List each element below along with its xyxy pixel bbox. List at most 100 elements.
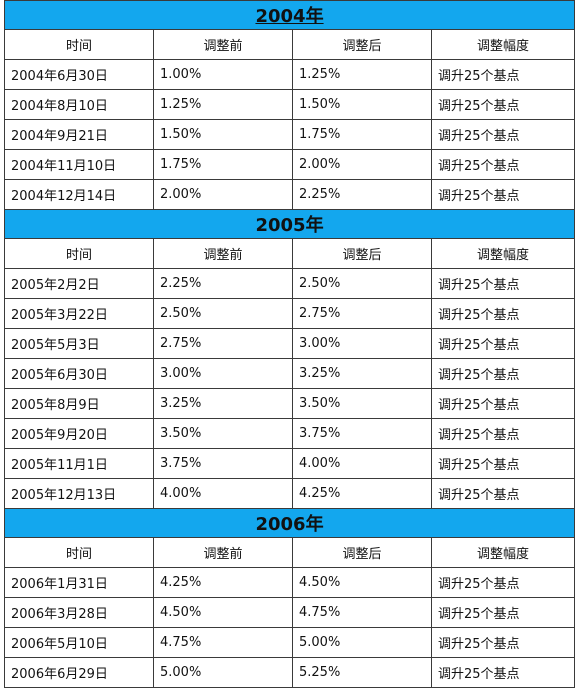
- change-cell: 调升25个基点: [430, 567, 576, 598]
- column-header-time: 时间: [4, 238, 154, 269]
- year-title: 2006年: [255, 514, 324, 535]
- date-cell: 2005年12月13日: [4, 478, 154, 509]
- rate-before-cell: 3.75%: [153, 448, 293, 479]
- rate-before-cell: 2.00%: [153, 179, 293, 210]
- rate-before-cell: 1.75%: [153, 149, 293, 180]
- rate-before-cell: 2.25%: [153, 268, 293, 299]
- change-cell: 调升25个基点: [430, 418, 576, 449]
- year-title-cell: 2006年: [3, 508, 576, 538]
- table-row: 2006年1月31日 4.25% 4.50% 调升25个基点: [4, 567, 576, 598]
- rate-after-cell: 3.00%: [292, 328, 432, 359]
- change-cell: 调升25个基点: [430, 298, 576, 329]
- date-cell: 2005年3月22日: [4, 298, 154, 329]
- table-row: 2004年6月30日 1.00% 1.25% 调升25个基点: [4, 59, 576, 90]
- rate-after-cell: 1.50%: [292, 89, 432, 120]
- table-row: 2004年12月14日 2.00% 2.25% 调升25个基点: [4, 179, 576, 210]
- rate-after-cell: 3.25%: [292, 358, 432, 389]
- rate-after-cell: 4.25%: [292, 478, 432, 509]
- rate-after-cell: 4.00%: [292, 448, 432, 479]
- change-cell: 调升25个基点: [430, 657, 576, 688]
- change-cell: 调升25个基点: [430, 478, 576, 509]
- year-header-row: 2004年: [3, 0, 576, 30]
- rate-before-cell: 2.75%: [153, 328, 293, 359]
- column-header-time: 时间: [4, 29, 154, 60]
- rate-before-cell: 4.25%: [153, 567, 293, 598]
- change-cell: 调升25个基点: [430, 59, 576, 90]
- change-cell: 调升25个基点: [430, 328, 576, 359]
- date-cell: 2005年5月3日: [4, 328, 154, 359]
- date-cell: 2005年8月9日: [4, 388, 154, 419]
- year-header-row: 2006年: [3, 508, 576, 538]
- column-header-after: 调整后: [292, 537, 432, 568]
- date-cell: 2005年6月30日: [4, 358, 154, 389]
- rate-before-cell: 1.25%: [153, 89, 293, 120]
- column-header-row: 时间 调整前 调整后 调整幅度: [4, 537, 576, 568]
- column-header-change: 调整幅度: [430, 29, 576, 60]
- rate-before-cell: 3.25%: [153, 388, 293, 419]
- table-row: 2004年8月10日 1.25% 1.50% 调升25个基点: [4, 89, 576, 120]
- change-cell: 调升25个基点: [430, 388, 576, 419]
- rate-adjustment-table: 2004年 时间 调整前 调整后 调整幅度 2004年6月30日 1.00% 1.25% 调升2…: [3, 0, 576, 688]
- date-cell: 2004年6月30日: [4, 59, 154, 90]
- date-cell: 2004年11月10日: [4, 149, 154, 180]
- column-header-row: 时间 调整前 调整后 调整幅度: [4, 29, 576, 60]
- change-cell: 调升25个基点: [430, 268, 576, 299]
- table-row: 2005年8月9日 3.25% 3.50% 调升25个基点: [4, 388, 576, 419]
- rate-after-cell: 2.75%: [292, 298, 432, 329]
- column-header-time: 时间: [4, 537, 154, 568]
- table-row: 2005年9月20日 3.50% 3.75% 调升25个基点: [4, 418, 576, 449]
- table-row: 2006年6月29日 5.00% 5.25% 调升25个基点: [4, 657, 576, 688]
- change-cell: 调升25个基点: [430, 358, 576, 389]
- year-header-row: 2005年: [3, 209, 576, 239]
- column-header-change: 调整幅度: [430, 537, 576, 568]
- year-title-cell: 2005年: [3, 209, 576, 239]
- table-row: 2006年5月10日 4.75% 5.00% 调升25个基点: [4, 627, 576, 658]
- table-row: 2005年11月1日 3.75% 4.00% 调升25个基点: [4, 448, 576, 479]
- change-cell: 调升25个基点: [430, 149, 576, 180]
- rate-after-cell: 3.50%: [292, 388, 432, 419]
- table-row: 2005年2月2日 2.25% 2.50% 调升25个基点: [4, 268, 576, 299]
- rate-after-cell: 1.75%: [292, 119, 432, 150]
- date-cell: 2004年9月21日: [4, 119, 154, 150]
- rate-before-cell: 4.50%: [153, 597, 293, 628]
- rate-after-cell: 2.00%: [292, 149, 432, 180]
- table-row: 2005年12月13日 4.00% 4.25% 调升25个基点: [4, 478, 576, 509]
- rate-after-cell: 3.75%: [292, 418, 432, 449]
- rate-table-container: 2004年 时间 调整前 调整后 调整幅度 2004年6月30日 1.00% 1.25% 调升2…: [3, 0, 576, 688]
- table-body: 2004年 时间 调整前 调整后 调整幅度 2004年6月30日 1.00% 1.25% 调升2…: [3, 0, 576, 688]
- column-header-row: 时间 调整前 调整后 调整幅度: [4, 238, 576, 269]
- rate-after-cell: 2.25%: [292, 179, 432, 210]
- year-title: 2004年: [255, 6, 324, 27]
- rate-after-cell: 2.50%: [292, 268, 432, 299]
- rate-after-cell: 5.25%: [292, 657, 432, 688]
- rate-after-cell: 1.25%: [292, 59, 432, 90]
- rate-before-cell: 2.50%: [153, 298, 293, 329]
- date-cell: 2004年12月14日: [4, 179, 154, 210]
- date-cell: 2006年5月10日: [4, 627, 154, 658]
- rate-after-cell: 4.75%: [292, 597, 432, 628]
- change-cell: 调升25个基点: [430, 89, 576, 120]
- rate-before-cell: 4.00%: [153, 478, 293, 509]
- date-cell: 2005年2月2日: [4, 268, 154, 299]
- change-cell: 调升25个基点: [430, 448, 576, 479]
- date-cell: 2004年8月10日: [4, 89, 154, 120]
- change-cell: 调升25个基点: [430, 179, 576, 210]
- rate-before-cell: 4.75%: [153, 627, 293, 658]
- rate-before-cell: 3.50%: [153, 418, 293, 449]
- column-header-before: 调整前: [153, 29, 293, 60]
- date-cell: 2005年9月20日: [4, 418, 154, 449]
- table-row: 2004年9月21日 1.50% 1.75% 调升25个基点: [4, 119, 576, 150]
- table-row: 2005年5月3日 2.75% 3.00% 调升25个基点: [4, 328, 576, 359]
- table-row: 2005年3月22日 2.50% 2.75% 调升25个基点: [4, 298, 576, 329]
- column-header-before: 调整前: [153, 238, 293, 269]
- rate-after-cell: 4.50%: [292, 567, 432, 598]
- table-row: 2004年11月10日 1.75% 2.00% 调升25个基点: [4, 149, 576, 180]
- change-cell: 调升25个基点: [430, 627, 576, 658]
- year-title: 2005年: [255, 215, 324, 236]
- date-cell: 2006年3月28日: [4, 597, 154, 628]
- rate-before-cell: 3.00%: [153, 358, 293, 389]
- column-header-change: 调整幅度: [430, 238, 576, 269]
- change-cell: 调升25个基点: [430, 119, 576, 150]
- rate-before-cell: 1.00%: [153, 59, 293, 90]
- column-header-after: 调整后: [292, 238, 432, 269]
